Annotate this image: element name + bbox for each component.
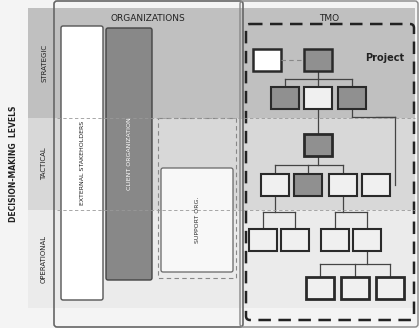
- Bar: [261, 174, 289, 196]
- Bar: [338, 87, 366, 109]
- Text: EXTERNAL STAKEHOLDERS: EXTERNAL STAKEHOLDERS: [80, 121, 85, 205]
- Bar: [329, 174, 357, 196]
- Text: CLIENT ORGANIZATION: CLIENT ORGANIZATION: [127, 118, 132, 190]
- Bar: [294, 174, 322, 196]
- Text: TMO: TMO: [319, 14, 339, 23]
- FancyBboxPatch shape: [61, 26, 103, 300]
- Bar: [28, 8, 415, 118]
- Bar: [253, 49, 281, 71]
- Bar: [304, 134, 332, 156]
- Text: SUPPORT ORG.: SUPPORT ORG.: [194, 197, 199, 243]
- Text: OPERATIONAL: OPERATIONAL: [41, 235, 47, 283]
- Bar: [281, 229, 309, 251]
- Text: Project: Project: [365, 53, 405, 63]
- Bar: [353, 229, 381, 251]
- FancyBboxPatch shape: [161, 168, 233, 272]
- FancyBboxPatch shape: [106, 28, 152, 280]
- Bar: [321, 229, 349, 251]
- Bar: [341, 277, 369, 299]
- Bar: [249, 229, 277, 251]
- Bar: [306, 277, 334, 299]
- Bar: [376, 277, 404, 299]
- Bar: [158, 118, 236, 278]
- Bar: [271, 87, 299, 109]
- Text: STRATEGIC: STRATEGIC: [41, 44, 47, 82]
- Text: TACTICAL: TACTICAL: [41, 148, 47, 180]
- Bar: [362, 174, 390, 196]
- Bar: [304, 49, 332, 71]
- Text: ORGANIZATIONS: ORGANIZATIONS: [111, 14, 185, 23]
- Bar: [304, 87, 332, 109]
- Text: DECISION-MAKING  LEVELS: DECISION-MAKING LEVELS: [8, 106, 18, 222]
- Bar: [28, 118, 415, 210]
- Bar: [28, 210, 415, 308]
